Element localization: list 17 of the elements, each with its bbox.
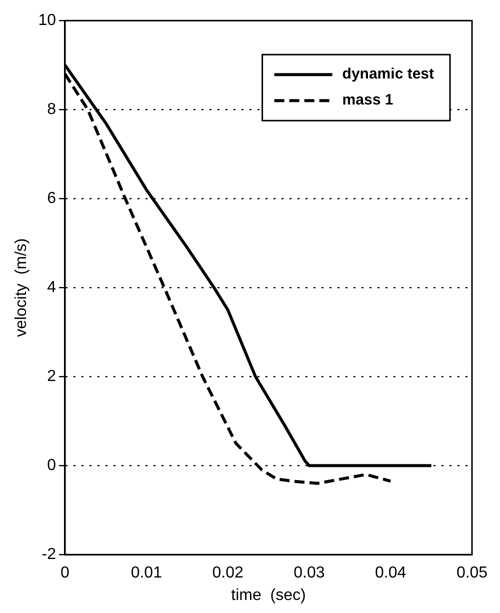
legend-label: mass 1 [342, 92, 394, 109]
y-tick-label: 8 [47, 101, 56, 118]
x-tick-label: 0 [60, 564, 70, 582]
legend-label: dynamic test [342, 66, 434, 83]
y-tick-label: 0 [47, 457, 56, 474]
x-axis-title: time (sec) [231, 586, 306, 604]
x-tick-label: 0.03 [294, 564, 325, 582]
y-axis-title: velocity (m/s) [13, 238, 30, 337]
y-tick-label: 2 [47, 368, 56, 386]
x-tick-label: 0.04 [375, 564, 406, 582]
y-tick-label: 10 [38, 12, 56, 30]
x-tick-label: 0.01 [130, 564, 162, 582]
y-tick-label: 6 [47, 190, 56, 208]
y-tick-label: 4 [47, 279, 56, 296]
x-tick-label: 0.05 [456, 564, 488, 582]
y-tick-label: -2 [42, 546, 56, 564]
x-tick-label: 0.02 [212, 564, 244, 582]
